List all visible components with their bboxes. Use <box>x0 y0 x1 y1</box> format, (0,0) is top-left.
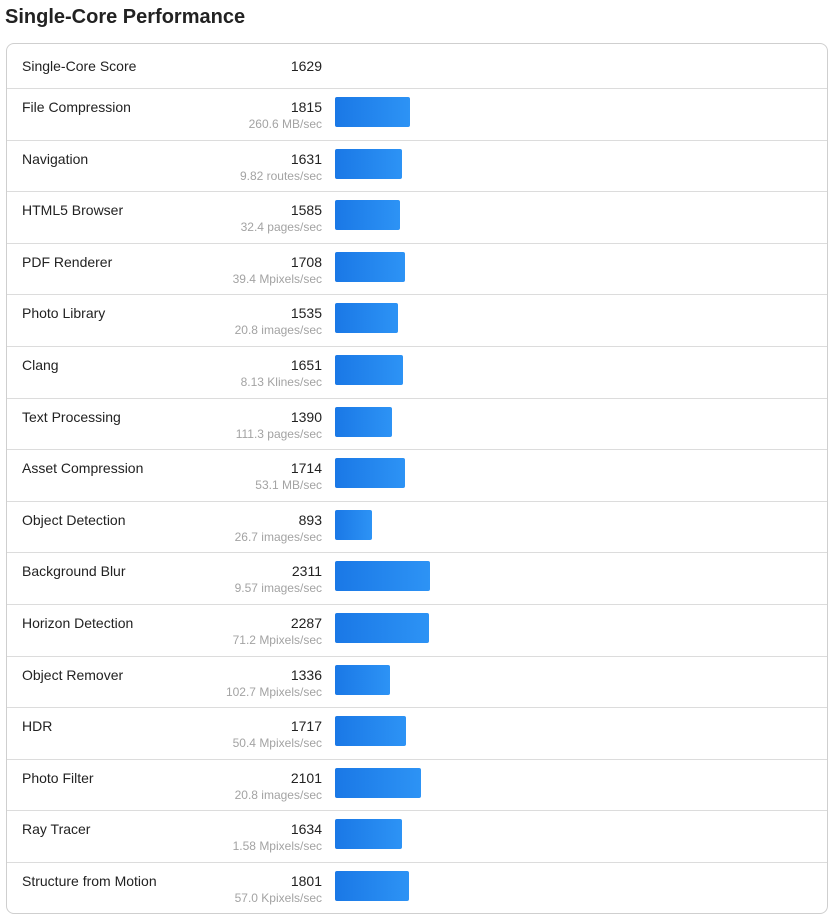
table-row: Clang 1651 8.13 Klines/sec <box>7 347 827 399</box>
score-bar <box>335 458 405 489</box>
test-rate: 20.8 images/sec <box>234 323 322 338</box>
table-row: HTML5 Browser 1585 32.4 pages/sec <box>7 192 827 244</box>
table-row: Photo Library 1535 20.8 images/sec <box>7 295 827 347</box>
table-row: Text Processing 1390 111.3 pages/sec <box>7 399 827 451</box>
test-name: Text Processing <box>22 408 121 425</box>
test-score: 893 <box>298 511 322 528</box>
test-rate: 102.7 Mpixels/sec <box>225 684 322 699</box>
overall-score-row: Single-Core Score 1629 <box>7 44 827 89</box>
table-row: File Compression 1815 260.6 MB/sec <box>7 89 827 141</box>
test-rate: 9.57 images/sec <box>234 581 322 596</box>
score-bar <box>335 303 398 334</box>
test-name: Object Detection <box>22 511 126 528</box>
test-score: 1651 <box>290 356 322 373</box>
score-bar <box>335 251 405 282</box>
score-bar <box>335 819 402 850</box>
test-score: 1717 <box>290 718 322 735</box>
results-table: Single-Core Score 1629 File Compression 1… <box>6 43 828 914</box>
table-row: Asset Compression 1714 53.1 MB/sec <box>7 450 827 502</box>
test-rate: 20.8 images/sec <box>234 787 322 802</box>
page-title: Single-Core Performance <box>5 6 246 28</box>
table-row: HDR 1717 50.4 Mpixels/sec <box>7 708 827 760</box>
test-rows: File Compression 1815 260.6 MB/sec Navigati… <box>7 89 827 913</box>
test-rate: 53.1 MB/sec <box>255 478 322 493</box>
score-bar <box>335 406 392 437</box>
test-name: Ray Tracer <box>22 821 91 838</box>
table-row: Photo Filter 2101 20.8 images/sec <box>7 760 827 812</box>
table-row: Background Blur 2311 9.57 images/sec <box>7 553 827 605</box>
table-row: Ray Tracer 1634 1.58 Mpixels/sec <box>7 811 827 863</box>
test-score: 2311 <box>291 563 322 580</box>
test-score: 1708 <box>290 253 322 270</box>
test-name: Photo Library <box>22 305 106 322</box>
test-name: File Compression <box>22 99 131 115</box>
test-rate: 260.6 MB/sec <box>248 117 322 131</box>
test-name: Horizon Detection <box>22 614 134 631</box>
test-rate: 39.4 Mpixels/sec <box>232 271 322 286</box>
test-rate: 57.0 Kpixels/sec <box>234 890 322 905</box>
test-score: 2101 <box>290 769 322 786</box>
score-bar <box>335 561 430 592</box>
test-score: 1815 <box>290 99 322 115</box>
test-rate: 71.2 Mpixels/sec <box>232 632 322 647</box>
test-rate: 1.58 Mpixels/sec <box>232 839 322 854</box>
test-name: Photo Filter <box>22 769 94 786</box>
overall-score-value: 1629 <box>290 58 322 74</box>
test-score: 1336 <box>290 666 322 683</box>
table-row: Object Detection 893 26.7 images/sec <box>7 502 827 554</box>
score-bar <box>335 354 403 385</box>
test-rate: 111.3 pages/sec <box>235 426 322 441</box>
test-score: 1631 <box>290 150 322 167</box>
test-name: HDR <box>22 718 53 735</box>
overall-score-label: Single-Core Score <box>22 58 137 74</box>
test-score: 1390 <box>290 408 322 425</box>
test-rate: 8.13 Klines/sec <box>240 374 322 389</box>
test-name: Asset Compression <box>22 460 144 477</box>
table-row: Navigation 1631 9.82 routes/sec <box>7 141 827 193</box>
score-bar <box>335 870 409 901</box>
test-rate: 32.4 pages/sec <box>240 220 322 235</box>
test-name: HTML5 Browser <box>22 202 124 219</box>
table-row: Object Remover 1336 102.7 Mpixels/sec <box>7 657 827 709</box>
score-bar <box>335 664 390 695</box>
test-name: Navigation <box>22 150 89 167</box>
score-bar <box>335 767 421 798</box>
table-row: Structure from Motion 1801 57.0 Kpixels/se… <box>7 863 827 913</box>
test-rate: 9.82 routes/sec <box>239 168 322 183</box>
test-score: 1585 <box>290 202 322 219</box>
score-bar <box>335 97 410 127</box>
test-name: Structure from Motion <box>22 872 157 889</box>
score-bar <box>335 612 429 643</box>
test-name: Clang <box>22 356 59 373</box>
test-rate: 50.4 Mpixels/sec <box>232 736 322 751</box>
test-name: PDF Renderer <box>22 253 113 270</box>
test-rate: 26.7 images/sec <box>234 529 322 544</box>
test-score: 1634 <box>290 821 322 838</box>
test-score: 1801 <box>290 872 322 889</box>
table-row: Horizon Detection 2287 71.2 Mpixels/sec <box>7 605 827 657</box>
test-score: 1535 <box>290 305 322 322</box>
score-bar <box>335 716 406 747</box>
score-bar <box>335 200 400 231</box>
test-name: Background Blur <box>22 563 126 580</box>
test-score: 1714 <box>290 460 322 477</box>
score-bar <box>335 509 372 540</box>
test-score: 2287 <box>290 614 322 631</box>
test-name: Object Remover <box>22 666 124 683</box>
table-row: PDF Renderer 1708 39.4 Mpixels/sec <box>7 244 827 296</box>
score-bar <box>335 148 402 179</box>
